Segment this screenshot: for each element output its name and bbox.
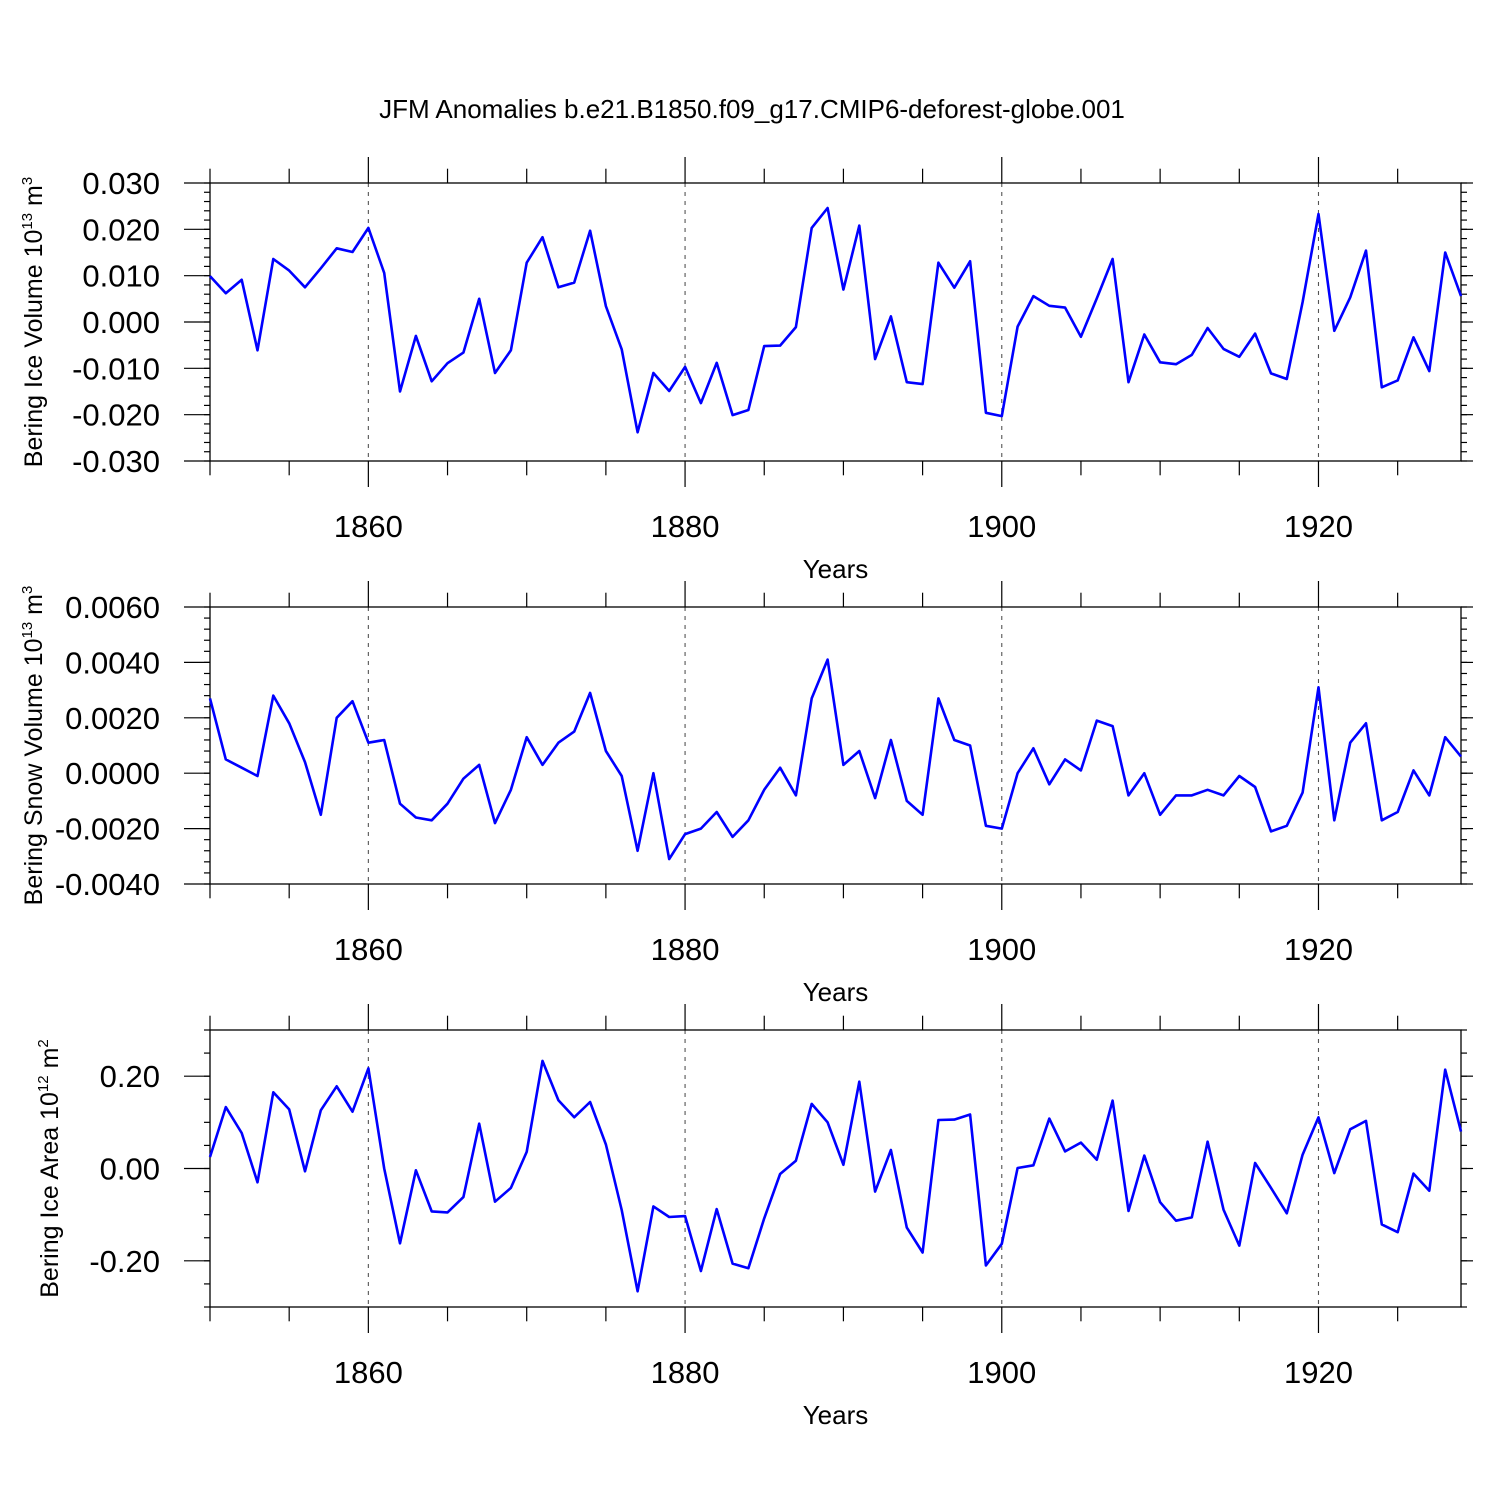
y-axis-label-unit: m bbox=[20, 594, 48, 622]
y-axis-label: Bering Ice Volume 1013 m3 bbox=[19, 177, 48, 467]
y-tick-label: 0.010 bbox=[82, 259, 160, 294]
panel-ice-volume: -0.030 -0.020 -0.010 0.000 0.010 0.020 0.030 18… bbox=[19, 157, 1473, 584]
x-tick-label: 1920 bbox=[1284, 509, 1353, 544]
x-axis-label: Years bbox=[803, 1400, 869, 1430]
y-tick-label: 0.20 bbox=[100, 1059, 160, 1094]
y-axis-label-exponent: 13 bbox=[19, 213, 36, 230]
y-tick-label: 0.0020 bbox=[65, 701, 160, 736]
y-tick-label: -0.20 bbox=[89, 1244, 160, 1279]
x-axis-label: Years bbox=[803, 554, 869, 584]
y-tick-label: 0.0060 bbox=[65, 590, 160, 625]
plot-frame bbox=[209, 182, 1462, 462]
x-tick-label: 1860 bbox=[334, 932, 403, 967]
y-tick-label: 0.030 bbox=[82, 166, 160, 201]
y-tick-label: 0.020 bbox=[82, 212, 160, 247]
x-tick-label: 1900 bbox=[967, 932, 1036, 967]
y-tick-label: 0.0000 bbox=[65, 756, 160, 791]
panel-ice-area: -0.20 0.00 0.20 1860 1880 1900 1920 Years Bering… bbox=[35, 1004, 1473, 1430]
y-axis-label-unit: m bbox=[36, 1048, 64, 1076]
y-axis-label: Bering Snow Volume 1013 m3 bbox=[19, 586, 48, 906]
x-tick-label: 1880 bbox=[651, 932, 720, 967]
y-axis-label-unit-exponent: 3 bbox=[19, 586, 36, 594]
y-tick-label: -0.0040 bbox=[55, 867, 160, 902]
x-tick-label: 1920 bbox=[1284, 1355, 1353, 1390]
plot-frame bbox=[209, 1029, 1462, 1308]
y-axis-label-exponent: 13 bbox=[19, 622, 36, 639]
x-tick-label: 1860 bbox=[334, 1355, 403, 1390]
x-axis-label: Years bbox=[803, 977, 869, 1007]
x-tick-label: 1860 bbox=[334, 509, 403, 544]
y-axis-label-text: Bering Snow Volume 10 bbox=[20, 638, 48, 905]
y-tick-label: -0.030 bbox=[72, 444, 160, 479]
y-tick-label: 0.0040 bbox=[65, 645, 160, 680]
x-tick-label: 1900 bbox=[967, 1355, 1036, 1390]
x-tick-label: 1880 bbox=[651, 509, 720, 544]
y-axis-label-exponent: 12 bbox=[35, 1075, 52, 1092]
y-axis-label-unit: m bbox=[20, 185, 48, 213]
figure-title: JFM Anomalies b.e21.B1850.f09_g17.CMIP6-… bbox=[379, 94, 1125, 124]
plot-frame bbox=[209, 606, 1462, 885]
series-line bbox=[208, 658, 1463, 861]
x-tick-label: 1880 bbox=[651, 1355, 720, 1390]
y-tick-label: 0.000 bbox=[82, 305, 160, 340]
y-axis-label-unit-exponent: 2 bbox=[35, 1039, 52, 1047]
panel-snow-volume: -0.0040 -0.0020 0.0000 0.0020 0.0040 0.0060 18… bbox=[19, 581, 1473, 1007]
y-axis-label-text: Bering Ice Volume 10 bbox=[20, 230, 48, 468]
y-axis-label-unit-exponent: 3 bbox=[19, 177, 36, 185]
x-tick-label: 1900 bbox=[967, 509, 1036, 544]
y-axis-label: Bering Ice Area 1012 m2 bbox=[35, 1039, 64, 1298]
x-tick-label: 1920 bbox=[1284, 932, 1353, 967]
y-tick-label: -0.020 bbox=[72, 398, 160, 433]
y-tick-label: -0.010 bbox=[72, 351, 160, 386]
y-tick-label: -0.0020 bbox=[55, 812, 160, 847]
y-axis-label-text: Bering Ice Area 10 bbox=[36, 1092, 64, 1298]
series-line bbox=[209, 206, 1463, 434]
y-tick-label: 0.00 bbox=[100, 1152, 160, 1187]
series-line bbox=[208, 1059, 1463, 1293]
